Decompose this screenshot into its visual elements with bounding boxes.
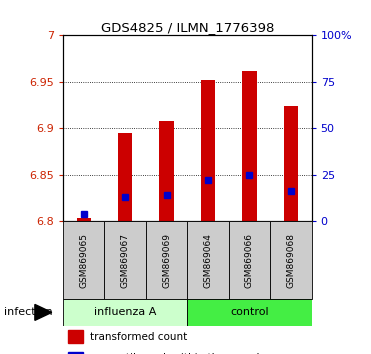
- Text: influenza A: influenza A: [94, 307, 157, 318]
- Text: GSM869068: GSM869068: [286, 233, 295, 288]
- Bar: [160, 121, 174, 221]
- Bar: [284, 106, 298, 221]
- Text: infection: infection: [4, 307, 52, 318]
- Bar: [118, 133, 132, 221]
- Text: GSM869065: GSM869065: [79, 233, 88, 288]
- Bar: [146, 221, 187, 299]
- Title: GDS4825 / ILMN_1776398: GDS4825 / ILMN_1776398: [101, 21, 274, 34]
- Bar: [68, 330, 83, 343]
- Text: GSM869067: GSM869067: [121, 233, 130, 288]
- Bar: [242, 71, 257, 221]
- Text: control: control: [230, 307, 269, 318]
- Bar: [201, 80, 215, 221]
- Bar: [76, 217, 91, 221]
- Text: GSM869069: GSM869069: [162, 233, 171, 288]
- Bar: [270, 221, 312, 299]
- Bar: [229, 221, 270, 299]
- Bar: [187, 221, 229, 299]
- Bar: [187, 299, 312, 326]
- Bar: [63, 299, 187, 326]
- Bar: [63, 221, 105, 299]
- Text: percentile rank within the sample: percentile rank within the sample: [91, 353, 266, 354]
- Bar: [68, 352, 83, 354]
- Text: GSM869064: GSM869064: [204, 233, 213, 288]
- Bar: [105, 221, 146, 299]
- Text: GSM869066: GSM869066: [245, 233, 254, 288]
- Text: transformed count: transformed count: [91, 332, 188, 342]
- Polygon shape: [35, 304, 52, 320]
